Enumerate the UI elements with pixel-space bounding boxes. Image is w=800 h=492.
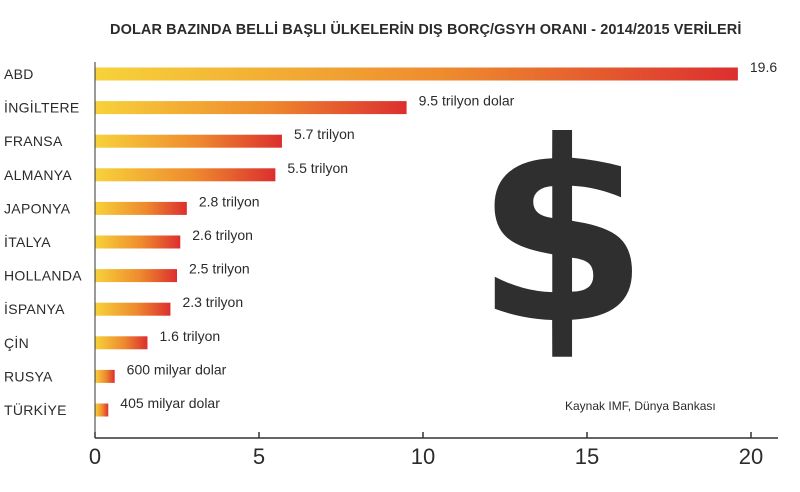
data-label: 5.5 trilyon [287, 160, 348, 176]
data-label: 19.6 [750, 59, 777, 75]
category-label: İNGİLTERE [4, 99, 80, 116]
data-label: 9.5 trilyon dolar [419, 93, 515, 109]
data-label: 2.6 trilyon [192, 227, 253, 243]
bar [95, 235, 181, 249]
x-axis: 0 5 10 15 20 [89, 62, 778, 469]
bar [95, 201, 187, 215]
data-label: 2.5 trilyon [189, 261, 250, 277]
category-label: TÜRKİYE [4, 401, 67, 418]
category-label: ALMANYA [4, 167, 72, 183]
data-label: 600 milyar dolar [127, 361, 227, 377]
bar [95, 67, 738, 81]
category-label: İSPANYA [4, 300, 65, 317]
x-tick-label: 10 [411, 444, 435, 469]
bar [95, 403, 109, 417]
chart-title: DOLAR BAZINDA BELLİ BAŞLI ÜLKELERİN DIŞ … [110, 21, 741, 38]
x-tick-label: 0 [89, 444, 101, 469]
bar [95, 101, 407, 115]
bars-layer: ABD 19.6 İNGİLTERE 9.5 trilyon dolar FRANSA 5… [4, 59, 777, 418]
source-note: Kaynak IMF, Dünya Bankası [565, 399, 716, 413]
category-label: RUSYA [4, 368, 53, 384]
bar [95, 369, 115, 383]
dollar-sign-icon: $ [475, 88, 649, 379]
data-label: 5.7 trilyon [294, 126, 355, 142]
bar [95, 336, 148, 350]
x-tick-label: 5 [253, 444, 265, 469]
bar [95, 168, 276, 182]
x-tick-label: 20 [739, 444, 763, 469]
data-label: 2.3 trilyon [182, 294, 243, 310]
data-label: 1.6 trilyon [159, 328, 220, 344]
bar [95, 269, 177, 283]
category-label: HOLLANDA [4, 268, 82, 284]
bar [95, 134, 282, 148]
x-tick-label: 15 [575, 444, 599, 469]
category-label: FRANSA [4, 133, 63, 149]
data-label: 405 milyar dolar [120, 395, 220, 411]
category-label: İTALYA [4, 233, 51, 250]
category-label: ABD [4, 66, 34, 82]
bar [95, 302, 171, 316]
category-label: JAPONYA [4, 200, 71, 216]
category-label: ÇİN [4, 334, 29, 351]
data-label: 2.8 trilyon [199, 193, 260, 209]
